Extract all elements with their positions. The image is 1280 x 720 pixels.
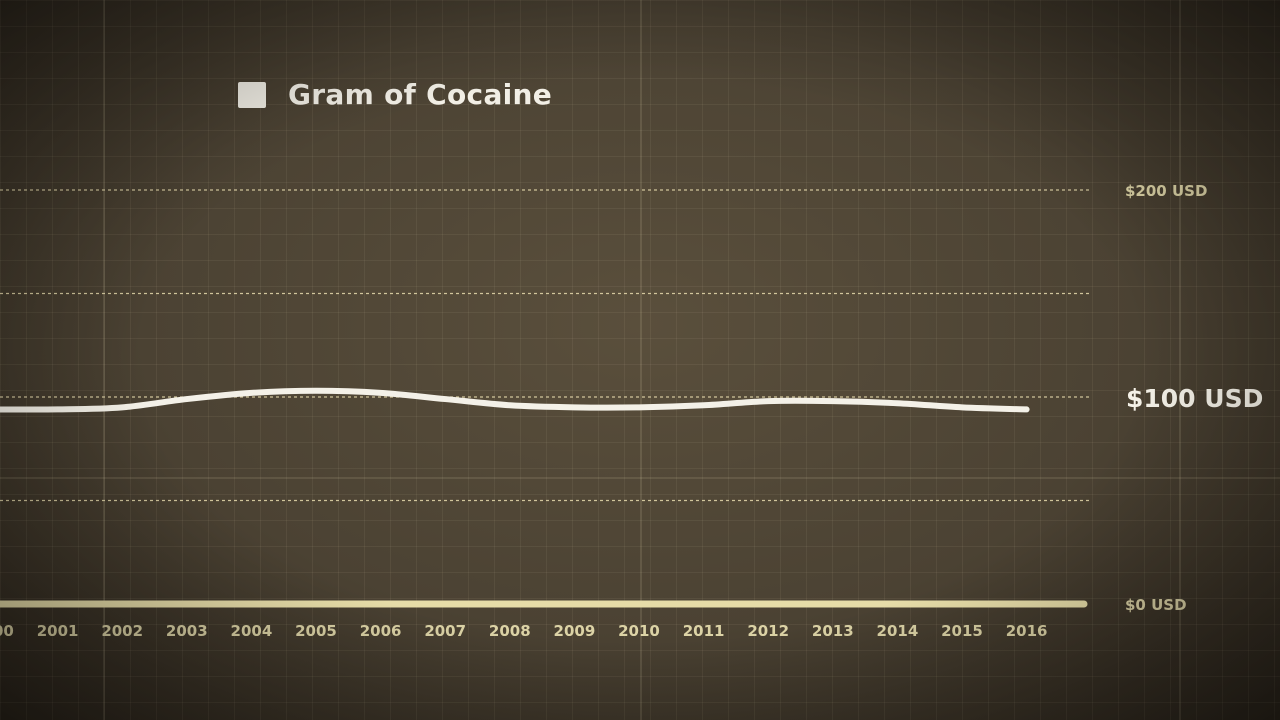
x-tick-label-2004: 2004 (231, 622, 273, 640)
x-tick-label-2008: 2008 (489, 622, 531, 640)
x-tick-label-2016: 2016 (1006, 622, 1048, 640)
legend: Gram of Cocaine (238, 78, 552, 111)
x-tick-label-2009: 2009 (554, 622, 596, 640)
x-tick-label-2014: 2014 (877, 622, 919, 640)
x-tick-label-2011: 2011 (683, 622, 725, 640)
x-tick-label-2012: 2012 (747, 622, 789, 640)
y-tick-label-100: $100 USD (1126, 384, 1263, 413)
x-tick-label-2007: 2007 (424, 622, 466, 640)
x-tick-labels: 2000 2001 2002 2003 2004 2005 2006 2007 2008 2009… (0, 622, 1047, 640)
series-lines (0, 387, 1030, 413)
x-tick-label-2003: 2003 (166, 622, 208, 640)
x-tick-label-2001: 2001 (37, 622, 79, 640)
y-tick-label-0: $0 USD (1125, 596, 1187, 614)
x-tick-label-2006: 2006 (360, 622, 402, 640)
x-tick-label-2010: 2010 (618, 622, 660, 640)
legend-swatch (238, 81, 266, 108)
x-tick-label-2013: 2013 (812, 622, 854, 640)
y-tick-label-200: $200 USD (1125, 182, 1207, 200)
x-tick-label-2002: 2002 (101, 622, 143, 640)
x-tick-label-2015: 2015 (941, 622, 983, 640)
x-tick-label-2000: 2000 (0, 622, 14, 640)
series-line-0 (0, 387, 1030, 413)
gridlines (0, 189, 1092, 502)
x-tick-label-2005: 2005 (295, 622, 337, 640)
y-tick-labels: $200 USD $100 USD $0 USD (1125, 182, 1263, 614)
legend-label-gram-of-cocaine: Gram of Cocaine (288, 78, 553, 111)
